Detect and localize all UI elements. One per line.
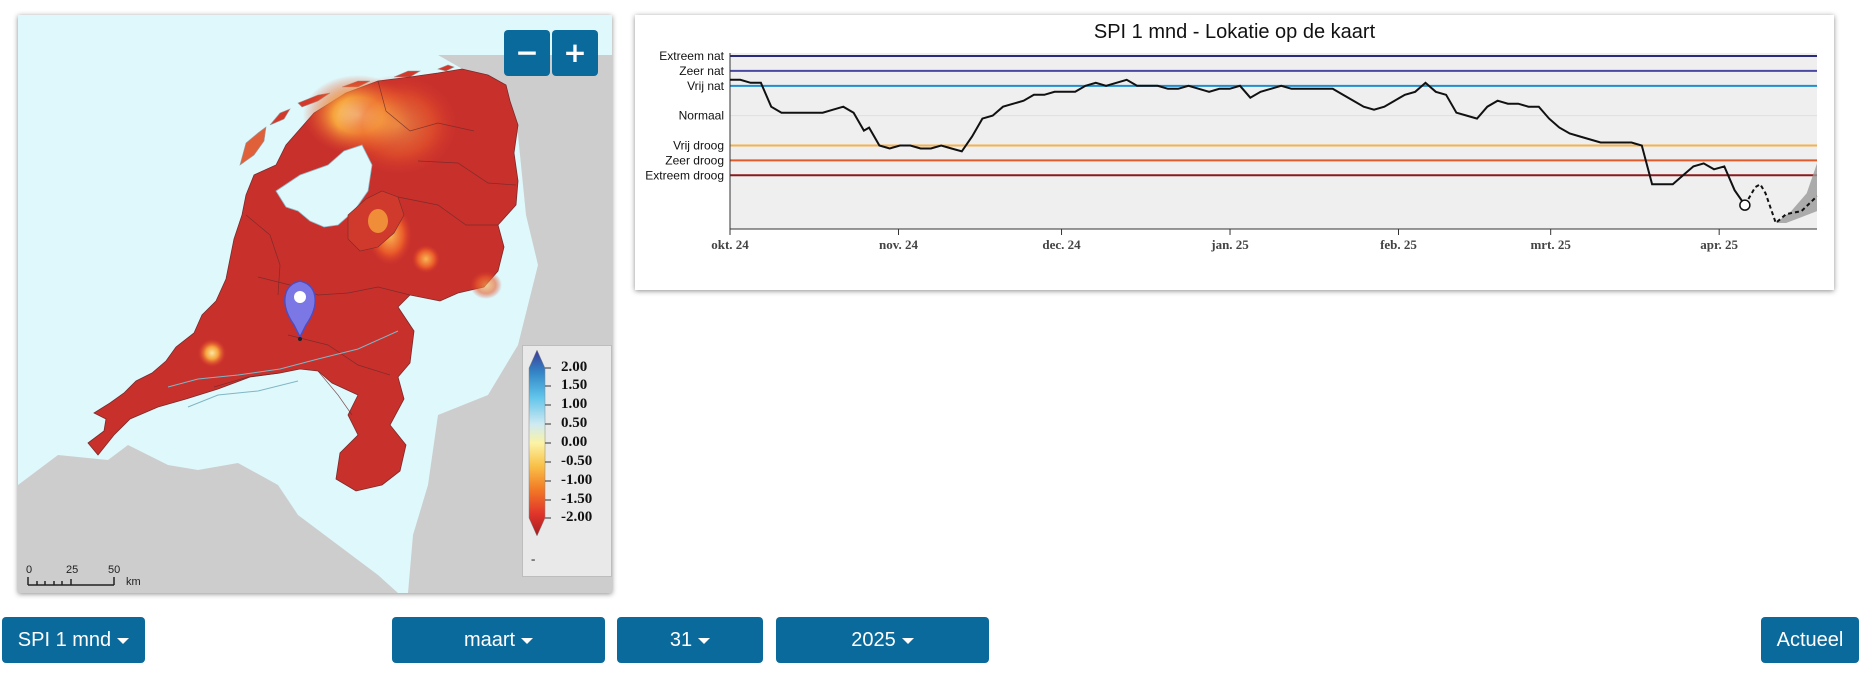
forecast-band (1775, 145, 1817, 223)
threshold-label: Zeer nat (679, 64, 724, 78)
map-canvas[interactable] (18, 15, 612, 593)
legend-label: -2.00 (561, 509, 593, 525)
map-panel[interactable]: − + (18, 15, 612, 593)
ijsselmeer (275, 144, 373, 228)
scale-tick-label: 0 (26, 564, 33, 576)
threshold-label: Normaal (679, 109, 724, 123)
plus-icon: + (563, 36, 587, 69)
legend-label: -0.50 (561, 453, 593, 469)
actueel-button[interactable]: Actueel (1761, 617, 1859, 663)
map-legend: 2.00 1.50 1.00 0.50 0.00 -0.50 -1.00 -1.… (522, 345, 612, 577)
x-tick-label: okt. 24 (711, 237, 749, 252)
zoom-in-button[interactable]: + (552, 30, 598, 76)
scale-tick-label: 50 (108, 564, 121, 576)
legend-colorbar (528, 349, 551, 537)
month-dropdown[interactable]: maart (392, 617, 605, 663)
scale-bar-graphic (27, 577, 115, 586)
chart-panel: SPI 1 mnd - Lokatie op de kaart Extreem … (635, 15, 1834, 290)
year-dropdown[interactable]: 2025 (776, 617, 989, 663)
threshold-label: Extreem droog (645, 168, 724, 182)
x-tick-label: feb. 25 (1380, 237, 1417, 252)
rivers (167, 330, 399, 408)
legend-label: 0.50 (561, 415, 588, 431)
island-vlieland (269, 108, 291, 126)
legend-label: 1.00 (561, 396, 588, 412)
anomaly-east (470, 271, 502, 299)
island-rottumeroog (437, 64, 455, 72)
caret-down-icon (901, 638, 914, 644)
x-tick-label: apr. 25 (1700, 237, 1738, 252)
day-dropdown[interactable]: 31 (617, 617, 763, 663)
anomaly-north (338, 75, 458, 175)
legend-unit: - (531, 551, 536, 566)
x-tick-label: jan. 25 (1210, 237, 1249, 252)
legend-label: -1.50 (561, 491, 593, 507)
x-tick-label: nov. 24 (879, 237, 919, 252)
zoom-out-button[interactable]: − (504, 30, 550, 76)
threshold-label: Vrij droog (673, 138, 724, 152)
x-tick-label: mrt. 25 (1530, 237, 1571, 252)
threshold-label: Extreem nat (659, 49, 724, 63)
caret-down-icon (117, 638, 130, 644)
plot-background (730, 53, 1817, 229)
netherlands-fill (87, 68, 519, 492)
scale-tick-label: 25 (66, 564, 79, 576)
legend-label: -1.00 (561, 472, 593, 488)
island-texel (239, 126, 267, 166)
forecast-line (1744, 182, 1818, 225)
threshold-label: Zeer droog (665, 153, 724, 167)
index-dropdown-label: SPI 1 mnd (17, 628, 112, 651)
caret-down-icon (698, 638, 711, 644)
neighbouring-land (18, 55, 612, 593)
observed-line (730, 78, 1746, 206)
legend-label: 1.50 (561, 377, 588, 393)
month-dropdown-label: maart (463, 628, 516, 651)
scale-unit: km (126, 576, 141, 588)
flevoland-hotspot (368, 209, 388, 233)
index-dropdown[interactable]: SPI 1 mnd (2, 617, 145, 663)
location-marker[interactable] (284, 280, 316, 341)
actueel-button-label: Actueel (1776, 628, 1844, 651)
year-dropdown-label: 2025 (851, 628, 896, 651)
threshold-label: Vrij nat (687, 79, 725, 93)
legend-label: 0.00 (561, 434, 588, 450)
anomaly-rotterdam (198, 339, 226, 367)
x-tick-label: dec. 24 (1042, 237, 1081, 252)
legend-label: 2.00 (561, 359, 588, 375)
minus-icon: − (515, 36, 539, 69)
current-value-marker (1739, 199, 1751, 211)
day-dropdown-label: 31 (669, 628, 693, 651)
caret-down-icon (521, 638, 534, 644)
scale-bar: 0 25 50 km (22, 563, 152, 591)
chart-title: SPI 1 mnd - Lokatie op de kaart (1093, 21, 1376, 43)
province-boundaries (213, 80, 517, 416)
anomaly-veluwe (412, 245, 440, 273)
